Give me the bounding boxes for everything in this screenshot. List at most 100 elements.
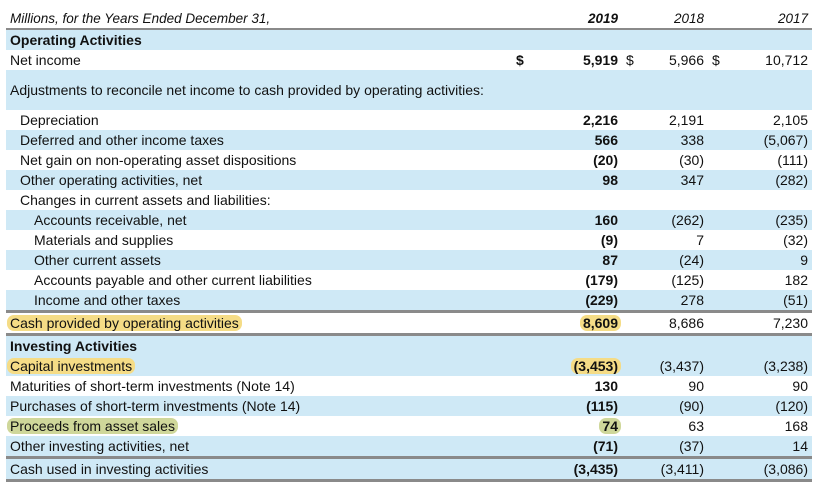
value-2019: (229): [546, 290, 622, 312]
row-label: Net gain on non-operating asset disposit…: [20, 152, 297, 168]
row-label: Deferred and other income taxes: [6, 130, 512, 150]
value-2018: 90: [688, 378, 704, 394]
value-2019: 8,609: [579, 315, 621, 331]
value-2018: (125): [671, 272, 704, 288]
year-2018-header: 2018: [650, 9, 708, 30]
table-row-deferred-taxes: Deferred and other income taxes 566 338 …: [6, 130, 812, 150]
value-2019: (71): [546, 436, 622, 458]
section-title: Investing Activities: [6, 334, 812, 356]
value-2017: (235): [732, 210, 812, 230]
row-label: Changes in current assets and liabilitie…: [20, 192, 271, 208]
value-2019: (9): [600, 232, 618, 248]
value-2017: (5,067): [732, 130, 812, 150]
value-2017: 90: [792, 378, 808, 394]
value-2018: (24): [650, 250, 708, 270]
table-row-adjustments: Adjustments to reconcile net income to c…: [6, 70, 812, 110]
value-2018: (3,411): [650, 456, 708, 482]
row-label: Other current assets: [6, 250, 512, 270]
value-2018: 347: [650, 170, 708, 190]
row-label: Income and other taxes: [6, 290, 512, 312]
row-label: Cash used in investing activities: [6, 456, 512, 482]
row-label: Depreciation: [20, 112, 99, 128]
value-2018: (90): [650, 396, 708, 416]
value-2017: 2,105: [772, 112, 808, 128]
value-2018: 5,966: [668, 52, 704, 68]
table-row-depreciation: Depreciation 2,216 2,191 2,105: [6, 110, 812, 130]
currency-symbol: $: [626, 52, 634, 68]
table-row-accounts-receivable: Accounts receivable, net 160 (262) (235): [6, 210, 812, 230]
value-2018: 7: [696, 232, 704, 248]
header-row: Millions, for the Years Ended December 3…: [6, 9, 812, 30]
row-label: Net income: [10, 52, 81, 68]
value-2018: (3,437): [650, 356, 708, 376]
value-2018: 8,686: [650, 310, 708, 336]
row-label: Materials and supplies: [34, 232, 174, 248]
table-row-net-income: Net income $ 5,919 $ 5,966 $ 10,712: [6, 50, 812, 70]
table-row-other-operating: Other operating activities, net 98 347 (…: [6, 170, 812, 190]
value-2019: 2,216: [582, 112, 618, 128]
value-2018: 338: [650, 130, 708, 150]
cash-flow-table: Millions, for the Years Ended December 3…: [6, 9, 812, 482]
section-title: Operating Activities: [6, 29, 812, 50]
value-2017: (282): [732, 170, 812, 190]
table-row-net-gain: Net gain on non-operating asset disposit…: [6, 150, 812, 170]
value-2018: (30): [679, 152, 704, 168]
table-row-income-taxes: Income and other taxes (229) 278 (51): [6, 290, 812, 312]
row-label: Cash provided by operating activities: [7, 315, 242, 331]
value-2017: (120): [732, 396, 812, 416]
table-row-accounts-payable: Accounts payable and other current liabi…: [6, 270, 812, 290]
row-label: Other operating activities, net: [6, 170, 512, 190]
value-2017: 10,712: [765, 52, 808, 68]
table-row-changes: Changes in current assets and liabilitie…: [6, 190, 812, 210]
row-label: Capital investments: [7, 358, 136, 374]
row-label: Proceeds from asset sales: [7, 418, 178, 434]
table-row-other-current: Other current assets 87 (24) 9: [6, 250, 812, 270]
value-2017: (3,086): [732, 456, 812, 482]
currency-symbol: $: [712, 52, 720, 68]
table-row-proceeds: Proceeds from asset sales 74 63 168: [6, 416, 812, 436]
value-2017: 14: [732, 436, 812, 458]
value-2017: 182: [784, 272, 808, 288]
value-2019: 566: [546, 130, 622, 150]
table-row-capital: Capital investments (3,453) (3,437) (3,2…: [6, 356, 812, 376]
header-label: Millions, for the Years Ended December 3…: [6, 9, 512, 30]
row-label: Accounts payable and other current liabi…: [34, 272, 312, 288]
value-2019: (3,435): [546, 456, 622, 482]
value-2017: 9: [732, 250, 812, 270]
value-2019: (3,453): [570, 358, 621, 374]
table-row-other-investing: Other investing activities, net (71) (37…: [6, 436, 812, 458]
row-label: Maturities of short-term investments (No…: [10, 378, 295, 394]
year-2017-header: 2017: [732, 9, 812, 30]
row-label: Other investing activities, net: [6, 436, 512, 458]
value-2017: (32): [783, 232, 808, 248]
table-row-operating-total: Cash provided by operating activities 8,…: [6, 310, 812, 336]
currency-symbol: $: [516, 52, 524, 68]
value-2018: 2,191: [668, 112, 704, 128]
table-row-investing-total: Cash used in investing activities (3,435…: [6, 456, 812, 482]
value-2018: 63: [688, 418, 704, 434]
value-2019: 160: [546, 210, 622, 230]
year-2019-header: 2019: [546, 9, 622, 30]
value-2019: (20): [593, 152, 618, 168]
value-2017: (51): [732, 290, 812, 312]
value-2018: 278: [650, 290, 708, 312]
value-2019: 87: [546, 250, 622, 270]
value-2018: (37): [650, 436, 708, 458]
value-2019: (179): [585, 272, 618, 288]
value-2018: (262): [650, 210, 708, 230]
table-row-materials: Materials and supplies (9) 7 (32): [6, 230, 812, 250]
row-label: Purchases of short-term investments (Not…: [6, 396, 512, 416]
value-2017: 168: [784, 418, 808, 434]
table-row-purchases: Purchases of short-term investments (Not…: [6, 396, 812, 416]
table-row-maturities: Maturities of short-term investments (No…: [6, 376, 812, 396]
value-2019: 5,919: [582, 52, 618, 68]
value-2019: 74: [599, 418, 621, 434]
value-2019: (115): [546, 396, 622, 416]
section-investing: Investing Activities: [6, 334, 812, 356]
value-2019: 98: [546, 170, 622, 190]
value-2017: 7,230: [732, 310, 812, 336]
value-2019: 130: [594, 378, 618, 394]
row-label: Accounts receivable, net: [6, 210, 512, 230]
value-2017: (3,238): [732, 356, 812, 376]
